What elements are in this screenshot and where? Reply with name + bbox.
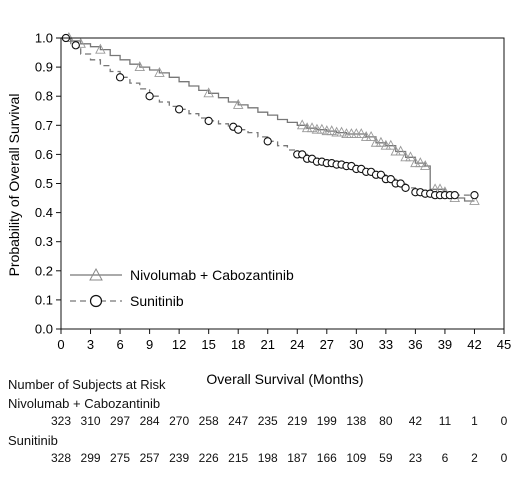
- x-tick-label: 24: [290, 337, 304, 352]
- legend-marker-circle-icon: [89, 294, 103, 308]
- y-tick-label: 0.0: [35, 322, 53, 337]
- x-tick-label: 27: [320, 337, 334, 352]
- censor-marker-triangle: [316, 123, 328, 134]
- censor-marker-triangle: [306, 122, 318, 133]
- censor-marker-triangle: [415, 157, 426, 168]
- censor-marker-triangle: [405, 151, 416, 162]
- censor-marker-triangle: [419, 160, 431, 170]
- plot-frame: [60, 37, 505, 330]
- x-tick-label: 39: [438, 337, 452, 352]
- series-line-sunitinib: [61, 37, 475, 196]
- x-tick-label: 42: [467, 337, 481, 352]
- censor-marker-circle: [263, 137, 272, 146]
- censor-marker-triangle: [375, 136, 387, 147]
- x-tick-label: 15: [201, 337, 215, 352]
- y-tick-label: 0.7: [35, 118, 53, 133]
- x-tick-label: 30: [349, 337, 363, 352]
- y-tick-label: 0.3: [35, 234, 53, 249]
- censor-marker-circle: [401, 183, 410, 193]
- y-tick-label: 0.6: [35, 147, 53, 162]
- x-tick-label: 18: [231, 337, 245, 352]
- axes: 0.00.10.20.30.40.50.60.70.80.91.00 3 6 9 12 1…: [35, 31, 511, 353]
- censor-marker-triangle: [469, 194, 480, 205]
- x-tick-label: 36: [408, 337, 422, 352]
- censor-marker-triangle: [232, 98, 244, 109]
- legend: Nivolumab + Cabozantinib Sunitinib: [70, 267, 294, 309]
- censor-marker-circle: [234, 125, 243, 134]
- x-tick-label: 45: [497, 337, 511, 352]
- y-axis-label: Probability of Overall Survival: [6, 94, 22, 277]
- legend-label-sunitinib: Sunitinib: [130, 293, 184, 309]
- censor-marker-triangle: [203, 87, 214, 98]
- censor-marker-circle: [450, 190, 459, 200]
- censor-marker-triangle: [154, 66, 165, 77]
- censor-marker-triangle: [365, 130, 377, 141]
- legend-marker-triangle-icon: [89, 267, 103, 281]
- y-tick-label: 0.8: [35, 89, 53, 104]
- censor-marker-triangle: [296, 119, 308, 130]
- y-tick-label: 1.0: [35, 31, 53, 46]
- y-tick-label: 0.1: [35, 292, 53, 307]
- censor-marker-circle: [71, 41, 80, 50]
- x-axis-label: Overall Survival (Months): [206, 371, 363, 387]
- censor-marker-triangle: [395, 145, 406, 156]
- x-tick-label: 12: [172, 337, 186, 352]
- censor-marker-circle: [115, 73, 125, 82]
- y-tick-label: 0.9: [35, 60, 53, 75]
- plot-area: [61, 32, 480, 205]
- censor-marker-triangle: [134, 61, 146, 72]
- x-tick-label: 33: [379, 337, 393, 352]
- series-line-nivolumab: [61, 37, 475, 202]
- censor-marker-triangle: [336, 126, 347, 137]
- censor-marker-circle: [145, 92, 154, 101]
- censor-marker-triangle: [95, 43, 106, 54]
- x-tick-label: 21: [260, 337, 274, 352]
- y-tick-label: 0.4: [35, 205, 53, 220]
- x-tick-label: 6: [116, 337, 123, 352]
- censor-marker-triangle: [385, 139, 397, 150]
- censor-marker-triangle: [326, 125, 337, 136]
- censor-marker-circle: [174, 105, 184, 114]
- y-tick-label: 0.5: [35, 176, 53, 191]
- x-tick-label: 9: [146, 337, 153, 352]
- censor-marker-triangle: [356, 128, 367, 138]
- censor-marker-circle: [204, 116, 213, 126]
- y-tick-label: 0.2: [35, 263, 53, 278]
- x-tick-label: 0: [57, 337, 64, 352]
- censor-marker-circle: [470, 190, 479, 200]
- legend-label-nivolumab: Nivolumab + Cabozantinib: [130, 267, 294, 283]
- x-tick-label: 3: [87, 337, 94, 352]
